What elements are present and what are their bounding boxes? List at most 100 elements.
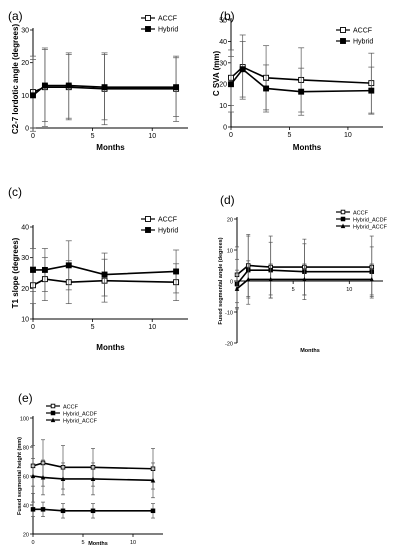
data-point [268,276,273,282]
legend: ACCF Hybrid [336,27,373,46]
data-point [234,286,240,291]
series-hybrid [30,49,180,132]
legend-marker [340,223,346,229]
y-tick-label: -20 [225,342,233,348]
legend-marker [50,403,56,409]
y-tick-label: 40 [23,504,29,510]
y-tick-label: 20 [227,218,233,224]
legend-marker [340,209,346,215]
x-axis-title: Months [96,143,125,152]
y-tick-label: 20 [21,60,29,67]
y-axis-title: Fused segmental angle (degrees) [218,237,224,324]
panel-label: (d) [220,193,235,207]
x-tick-label: 0 [31,540,34,546]
x-tick-label: 10 [148,133,156,140]
y-axis-title: C SVA (mm) [212,51,221,97]
data-point [41,266,48,273]
x-tick-label: 5 [91,133,95,140]
legend-label: ACCF [158,16,177,23]
data-point [90,476,96,482]
legend-marker [340,216,346,222]
data-point [41,82,48,89]
legend-marker [145,227,151,233]
data-point [368,87,375,94]
y-tick-label: 10 [21,317,29,324]
x-tick-label: 5 [292,287,295,293]
y-tick-label: 10 [219,103,227,110]
chart-panel-a: (a) 0 10 20 30 0 5 10 Months C2-7 lordotic angle … [8,9,188,152]
y-axis-title: T1 slope (degrees) [11,237,20,308]
y-tick-label: 40 [219,39,227,46]
data-point [30,507,36,512]
y-tick-label: 20 [23,533,29,539]
x-tick-label: 0 [31,324,35,331]
y-tick-label: 30 [219,60,227,67]
x-axis-title: Months [300,348,320,354]
legend-label: Hybrid_ACCF [63,419,98,425]
series-hybrid [30,240,180,297]
data-point [65,262,72,269]
data-point [60,508,66,514]
data-point [30,473,36,479]
legend-marker [50,410,56,416]
legend-label: ACCF [353,28,372,35]
chart-panel-d: (d)-20-10010200510MonthsFused segmental … [218,193,388,354]
legend: ACCF Hybrid [141,216,178,235]
y-tick-label: 20 [21,286,29,293]
x-tick-label: 10 [130,540,136,546]
panel-label: (e) [18,391,33,405]
x-tick-label: 10 [344,132,352,139]
legend-marker [340,27,346,33]
legend-marker [145,15,151,21]
x-axis-title: Months [293,143,322,152]
data-point [30,92,36,99]
data-point [298,88,305,95]
legend-label: Hybrid_ACCF [353,225,388,231]
data-point [369,276,375,282]
x-tick-label: 5 [288,132,292,139]
y-tick-label: 50 [219,18,227,25]
legend-label: Hybrid [158,27,178,34]
x-tick-label: 5 [81,540,84,546]
x-axis-title: Months [96,343,125,352]
data-point [40,507,46,512]
x-tick-label: 10 [346,287,352,293]
x-tick-label: 0 [229,132,233,139]
data-point [302,276,307,282]
legend-label: ACCF [353,211,369,217]
y-tick-label: 30 [21,28,29,35]
legend-label: Hybrid_ACDF [353,218,388,224]
legend-label: ACCF [63,405,79,411]
data-point [30,266,36,273]
data-point [90,508,96,514]
data-point [263,85,270,92]
legend-label: ACCF [158,217,177,224]
data-point [239,66,246,73]
data-point [40,474,46,480]
y-tick-label: -10 [225,311,233,317]
x-axis-title: Months [88,541,108,547]
legend-marker [50,417,56,423]
y-tick-label: 10 [21,93,29,100]
y-tick-label: 30 [21,255,29,262]
x-tick-label: 5 [91,324,95,331]
data-point [245,276,251,282]
legend-marker [145,216,151,222]
legend-label: Hybrid [353,39,373,46]
x-tick-label: 10 [148,324,156,331]
y-axis-title: Fused segmental height (mm) [17,437,23,515]
data-point [65,82,72,89]
y-tick-label: 0 [223,125,227,132]
y-tick-label: 0 [230,280,233,286]
y-tick-label: 40 [21,225,29,232]
panel-label: (c) [8,185,22,199]
series-hybrid-accf [30,458,156,499]
data-point [150,508,156,514]
y-tick-label: 100 [20,417,29,423]
data-point [173,268,180,275]
legend-marker [145,26,151,32]
data-point [173,84,180,91]
legend-label: Hybrid_ACDF [63,412,98,418]
